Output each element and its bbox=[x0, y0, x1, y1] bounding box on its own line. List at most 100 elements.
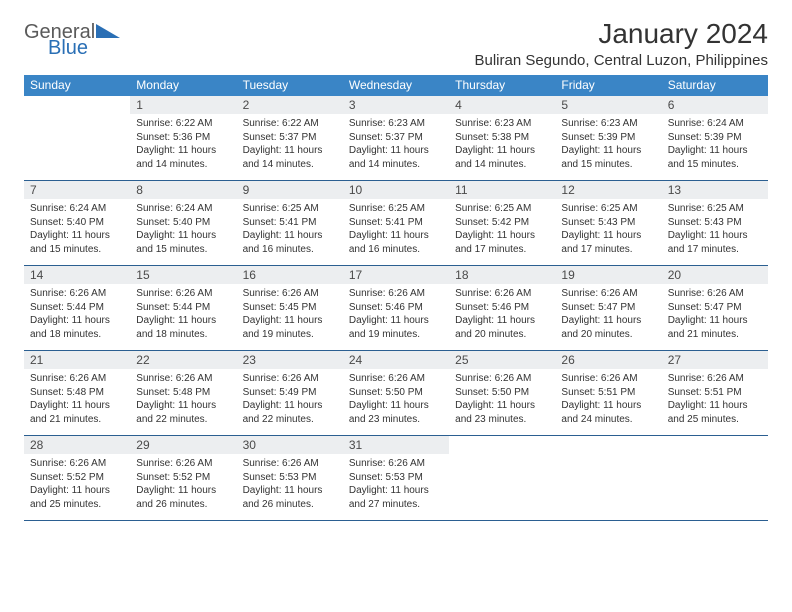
day-number: 9 bbox=[243, 183, 337, 197]
day-info: Sunrise: 6:26 AMSunset: 5:47 PMDaylight:… bbox=[561, 287, 655, 341]
day-cell: 19 Sunrise: 6:26 AMSunset: 5:47 PMDayligh… bbox=[555, 266, 661, 350]
sunrise-line: Sunrise: 6:26 AM bbox=[561, 287, 655, 301]
day-number: 16 bbox=[243, 268, 337, 282]
day-number: 19 bbox=[561, 268, 655, 282]
day-info: Sunrise: 6:23 AMSunset: 5:39 PMDaylight:… bbox=[561, 117, 655, 171]
daylight-line: Daylight: 11 hours and 18 minutes. bbox=[30, 314, 124, 341]
day-cell: 23Sunrise: 6:26 AMSunset: 5:49 PMDayligh… bbox=[237, 351, 343, 435]
sunrise-line: Sunrise: 6:24 AM bbox=[668, 117, 762, 131]
day-cell: 14 Sunrise: 6:26 AMSunset: 5:44 PMDayligh… bbox=[24, 266, 130, 350]
sunset-line: Sunset: 5:47 PM bbox=[668, 301, 762, 315]
daylight-line: Daylight: 11 hours and 20 minutes. bbox=[561, 314, 655, 341]
title-block: January 2024 Buliran Segundo, Central Lu… bbox=[474, 18, 768, 69]
day-info: Sunrise: 6:26 AMSunset: 5:44 PMDaylight:… bbox=[30, 287, 124, 341]
sunset-line: Sunset: 5:38 PM bbox=[455, 131, 549, 145]
sunset-line: Sunset: 5:37 PM bbox=[243, 131, 337, 145]
sunrise-line: Sunrise: 6:26 AM bbox=[349, 287, 443, 301]
sunset-line: Sunset: 5:48 PM bbox=[136, 386, 230, 400]
calendar: SundayMondayTuesdayWednesdayThursdayFrid… bbox=[24, 75, 768, 521]
logo-svg: General Blue bbox=[24, 18, 134, 56]
daylight-line: Daylight: 11 hours and 23 minutes. bbox=[455, 399, 549, 426]
sunrise-line: Sunrise: 6:26 AM bbox=[243, 457, 337, 471]
day-info: Sunrise: 6:26 AMSunset: 5:52 PMDaylight:… bbox=[30, 457, 124, 511]
daylight-line: Daylight: 11 hours and 27 minutes. bbox=[349, 484, 443, 511]
location: Buliran Segundo, Central Luzon, Philippi… bbox=[474, 52, 768, 69]
day-number: 15 bbox=[136, 268, 230, 282]
day-cell: 21Sunrise: 6:26 AMSunset: 5:48 PMDayligh… bbox=[24, 351, 130, 435]
day-number-bar: 5 bbox=[555, 96, 661, 114]
sunset-line: Sunset: 5:37 PM bbox=[349, 131, 443, 145]
sunrise-line: Sunrise: 6:26 AM bbox=[30, 372, 124, 386]
daylight-line: Daylight: 11 hours and 17 minutes. bbox=[561, 229, 655, 256]
sunrise-line: Sunrise: 6:26 AM bbox=[561, 372, 655, 386]
day-cell: 28 Sunrise: 6:26 AMSunset: 5:52 PMDayligh… bbox=[24, 436, 130, 520]
sunset-line: Sunset: 5:46 PM bbox=[455, 301, 549, 315]
day-info: Sunrise: 6:25 AMSunset: 5:41 PMDaylight:… bbox=[349, 202, 443, 256]
day-number: 27 bbox=[668, 353, 762, 367]
day-number-bar: 16 bbox=[237, 266, 343, 284]
day-number-bar: 24 bbox=[343, 351, 449, 369]
daylight-line: Daylight: 11 hours and 19 minutes. bbox=[243, 314, 337, 341]
sunrise-line: Sunrise: 6:26 AM bbox=[455, 287, 549, 301]
day-info: Sunrise: 6:26 AMSunset: 5:44 PMDaylight:… bbox=[136, 287, 230, 341]
sunset-line: Sunset: 5:50 PM bbox=[349, 386, 443, 400]
day-number: 5 bbox=[561, 98, 655, 112]
sunrise-line: Sunrise: 6:26 AM bbox=[243, 372, 337, 386]
day-number-bar: 22 bbox=[130, 351, 236, 369]
day-number: 10 bbox=[349, 183, 443, 197]
sunrise-line: Sunrise: 6:22 AM bbox=[243, 117, 337, 131]
day-info: Sunrise: 6:26 AMSunset: 5:51 PMDaylight:… bbox=[668, 372, 762, 426]
day-number-bar: 4 bbox=[449, 96, 555, 114]
day-cell bbox=[555, 436, 661, 520]
daylight-line: Daylight: 11 hours and 25 minutes. bbox=[30, 484, 124, 511]
daylight-line: Daylight: 11 hours and 14 minutes. bbox=[243, 144, 337, 171]
day-number-bar: 11 bbox=[449, 181, 555, 199]
sunrise-line: Sunrise: 6:26 AM bbox=[30, 457, 124, 471]
day-number-bar: 6 bbox=[662, 96, 768, 114]
day-number-bar: 26 bbox=[555, 351, 661, 369]
day-info: Sunrise: 6:26 AMSunset: 5:48 PMDaylight:… bbox=[136, 372, 230, 426]
day-number: 30 bbox=[243, 438, 337, 452]
day-info: Sunrise: 6:25 AMSunset: 5:43 PMDaylight:… bbox=[668, 202, 762, 256]
day-number-bar: 18 bbox=[449, 266, 555, 284]
day-number: 18 bbox=[455, 268, 549, 282]
day-cell: 29Sunrise: 6:26 AMSunset: 5:52 PMDayligh… bbox=[130, 436, 236, 520]
day-cell: 3Sunrise: 6:23 AMSunset: 5:37 PMDaylight… bbox=[343, 96, 449, 180]
daylight-line: Daylight: 11 hours and 19 minutes. bbox=[349, 314, 443, 341]
daylight-line: Daylight: 11 hours and 15 minutes. bbox=[561, 144, 655, 171]
day-cell: 2Sunrise: 6:22 AMSunset: 5:37 PMDaylight… bbox=[237, 96, 343, 180]
sunrise-line: Sunrise: 6:22 AM bbox=[136, 117, 230, 131]
sunrise-line: Sunrise: 6:26 AM bbox=[349, 372, 443, 386]
sunrise-line: Sunrise: 6:23 AM bbox=[561, 117, 655, 131]
day-number-bar: 1 bbox=[130, 96, 236, 114]
day-number-bar: 12 bbox=[555, 181, 661, 199]
sunset-line: Sunset: 5:49 PM bbox=[243, 386, 337, 400]
day-number: 22 bbox=[136, 353, 230, 367]
sunset-line: Sunset: 5:41 PM bbox=[243, 216, 337, 230]
sunset-line: Sunset: 5:50 PM bbox=[455, 386, 549, 400]
day-number-bar: 8 bbox=[130, 181, 236, 199]
daylight-line: Daylight: 11 hours and 20 minutes. bbox=[455, 314, 549, 341]
week-row: 1 Sunrise: 6:22 AMSunset: 5:36 PMDaylight… bbox=[24, 96, 768, 181]
sunset-line: Sunset: 5:51 PM bbox=[668, 386, 762, 400]
sunset-line: Sunset: 5:48 PM bbox=[30, 386, 124, 400]
day-info: Sunrise: 6:22 AMSunset: 5:36 PMDaylight:… bbox=[136, 117, 230, 171]
day-info: Sunrise: 6:24 AMSunset: 5:40 PMDaylight:… bbox=[30, 202, 124, 256]
day-cell: 4Sunrise: 6:23 AMSunset: 5:38 PMDaylight… bbox=[449, 96, 555, 180]
daylight-line: Daylight: 11 hours and 23 minutes. bbox=[349, 399, 443, 426]
sunrise-line: Sunrise: 6:26 AM bbox=[136, 457, 230, 471]
day-number: 28 bbox=[30, 438, 124, 452]
day-info: Sunrise: 6:26 AMSunset: 5:47 PMDaylight:… bbox=[668, 287, 762, 341]
month-title: January 2024 bbox=[474, 18, 768, 50]
day-number: 26 bbox=[561, 353, 655, 367]
logo-word2: Blue bbox=[48, 37, 88, 56]
day-cell: 8Sunrise: 6:24 AMSunset: 5:40 PMDaylight… bbox=[130, 181, 236, 265]
sunrise-line: Sunrise: 6:25 AM bbox=[243, 202, 337, 216]
day-info: Sunrise: 6:26 AMSunset: 5:49 PMDaylight:… bbox=[243, 372, 337, 426]
day-number-bar: 7 bbox=[24, 181, 130, 199]
day-number-bar: 3 bbox=[343, 96, 449, 114]
day-cell: 16Sunrise: 6:26 AMSunset: 5:45 PMDayligh… bbox=[237, 266, 343, 350]
day-cell: 9Sunrise: 6:25 AMSunset: 5:41 PMDaylight… bbox=[237, 181, 343, 265]
day-number: 14 bbox=[30, 268, 124, 282]
day-cell: 20Sunrise: 6:26 AMSunset: 5:47 PMDayligh… bbox=[662, 266, 768, 350]
